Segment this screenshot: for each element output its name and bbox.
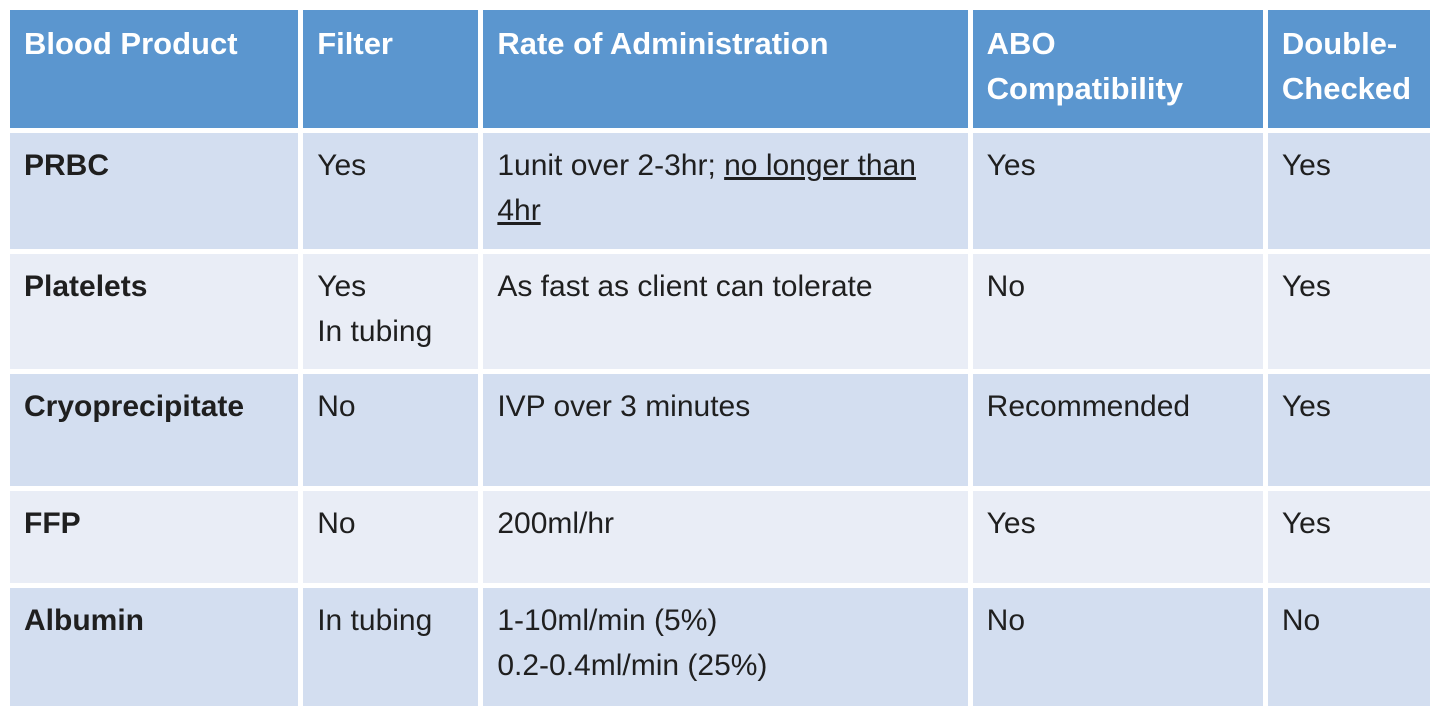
cell-blood-product: Albumin <box>10 588 299 706</box>
cell-blood-product: Cryoprecipitate <box>10 374 299 486</box>
column-header-blood-product: Blood Product <box>10 10 299 128</box>
rate-text: As fast as client can tolerate <box>497 270 873 303</box>
cell-blood-product: Platelets <box>10 254 299 369</box>
cell-rate: 1unit over 2-3hr; no longer than 4hr <box>483 133 968 249</box>
cell-double-checked: Yes <box>1267 374 1430 486</box>
table-row-prbc: PRBC Yes 1unit over 2-3hr; no longer tha… <box>10 133 1430 249</box>
column-header-rate: Rate of Administration <box>483 10 968 128</box>
table-body: PRBC Yes 1unit over 2-3hr; no longer tha… <box>10 133 1430 706</box>
cell-abo: Recommended <box>972 374 1263 486</box>
cell-abo: Yes <box>972 133 1263 249</box>
cell-filter: Yes <box>303 133 479 249</box>
cell-filter: No <box>303 491 479 583</box>
cell-blood-product: FFP <box>10 491 299 583</box>
table-row-platelets: Platelets Yes In tubing As fast as clien… <box>10 254 1430 369</box>
cell-rate: As fast as client can tolerate <box>483 254 968 369</box>
table-row-cryoprecipitate: Cryoprecipitate No IVP over 3 minutes Re… <box>10 374 1430 486</box>
column-header-filter: Filter <box>303 10 479 128</box>
cell-double-checked: Yes <box>1267 254 1430 369</box>
cell-abo: Yes <box>972 491 1263 583</box>
cell-double-checked: Yes <box>1267 491 1430 583</box>
cell-filter: Yes In tubing <box>303 254 479 369</box>
cell-rate: 1-10ml/min (5%) 0.2-0.4ml/min (25%) <box>483 588 968 706</box>
cell-rate: 200ml/hr <box>483 491 968 583</box>
cell-filter: In tubing <box>303 588 479 706</box>
table-header: Blood Product Filter Rate of Administrat… <box>10 10 1430 128</box>
cell-double-checked: No <box>1267 588 1430 706</box>
cell-blood-product: PRBC <box>10 133 299 249</box>
cell-abo: No <box>972 254 1263 369</box>
rate-text: 1-10ml/min (5%) 0.2-0.4ml/min (25%) <box>497 604 768 682</box>
rate-text: 200ml/hr <box>497 507 615 540</box>
cell-double-checked: Yes <box>1267 133 1430 249</box>
table-row-albumin: Albumin In tubing 1-10ml/min (5%) 0.2-0.… <box>10 588 1430 706</box>
table-row-ffp: FFP No 200ml/hr Yes Yes <box>10 491 1430 583</box>
rate-text-underlined: no longer than 4hr <box>497 149 916 227</box>
rate-text: 1unit over 2-3hr; <box>497 149 725 182</box>
rate-text: IVP over 3 minutes <box>497 390 751 423</box>
cell-abo: No <box>972 588 1263 706</box>
column-header-abo: ABO Compatibility <box>972 10 1263 128</box>
header-row: Blood Product Filter Rate of Administrat… <box>10 10 1430 128</box>
cell-filter: No <box>303 374 479 486</box>
column-header-double-checked: Double-Checked <box>1267 10 1430 128</box>
cell-rate: IVP over 3 minutes <box>483 374 968 486</box>
blood-product-table: Blood Product Filter Rate of Administrat… <box>5 5 1435 711</box>
